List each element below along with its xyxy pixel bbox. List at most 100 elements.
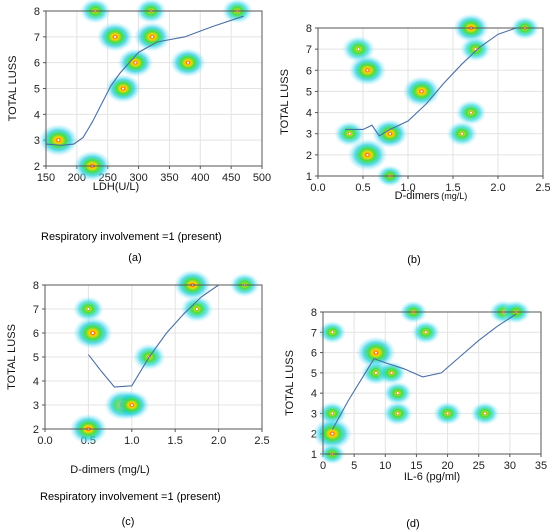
data-point-center	[374, 350, 378, 355]
data-point-center	[195, 307, 199, 311]
data-point-center	[388, 132, 392, 136]
x-tick-label: 20	[441, 460, 453, 472]
data-point-center	[91, 331, 95, 335]
y-tick-label: 5	[306, 86, 312, 98]
data-point-center	[330, 330, 334, 334]
data-point-center	[389, 371, 394, 375]
y-axis-label: TOTAL LUSS	[6, 324, 18, 390]
data-point-center	[86, 307, 91, 311]
x-tick-label: 500	[253, 172, 271, 184]
y-tick-label: 2	[306, 150, 312, 162]
data-point-center	[396, 391, 400, 395]
chart-panel-b: 0.0 0.5 1.0 1.5 2.0 2.5 1 2 3 4 5 6 7 8 TOTAL LUSS D-di…	[275, 0, 550, 266]
y-tick-label: 3	[33, 400, 39, 412]
x-tick-label: 1.0	[124, 435, 139, 447]
y-tick-label: 3	[306, 129, 312, 141]
x-tick-label: 30	[504, 460, 516, 472]
y-tick-label: 7	[311, 327, 317, 339]
x-tick-label: 2.5	[535, 182, 550, 194]
data-point-center	[356, 47, 361, 51]
plot-border	[45, 10, 263, 167]
data-point-center	[130, 403, 134, 407]
x-tick-label: 1.5	[445, 182, 460, 194]
x-tick-label: 0.0	[37, 435, 52, 447]
x-tick-label: 1.5	[168, 435, 183, 447]
y-tick-label: 2	[33, 424, 39, 436]
x-tick-label: 400	[191, 172, 209, 184]
x-axis-unit: (mg/L)	[441, 191, 467, 201]
chart-b-svg: 0.0 0.5 1.0 1.5 2.0 2.5 1 2 3 4 5 6 7 8 TOTAL LUSS D-di…	[279, 13, 550, 202]
y-tick-label: 8	[311, 307, 317, 319]
chart-c-note: Respiratory involvement =1 (present)	[40, 491, 221, 503]
y-tick-label: 4	[311, 388, 317, 400]
plot-border	[317, 27, 544, 177]
y-tick-label: 6	[306, 65, 312, 77]
data-point-center	[460, 132, 464, 136]
data-point-center	[424, 330, 428, 334]
y-tick-label: 1	[306, 171, 312, 183]
data-point-center	[330, 432, 334, 436]
y-axis-label: TOTAL LUSS	[284, 350, 296, 416]
chart-d-caption: (d)	[406, 518, 420, 530]
data-point-center	[347, 132, 352, 136]
x-tick-label: 2.0	[490, 182, 505, 194]
x-tick-label: 0	[320, 460, 326, 472]
y-tick-label: 4	[34, 109, 40, 121]
x-tick-label: 0.0	[310, 182, 325, 194]
data-point-center	[419, 89, 424, 94]
x-tick-label: 1.0	[400, 182, 415, 194]
chart-a-note: Respiratory involvement =1 (present)	[41, 231, 222, 243]
x-tick-label: 10	[379, 460, 391, 472]
data-point-center	[365, 153, 370, 157]
x-axis-label: IL-6 (pg/ml)	[404, 471, 460, 483]
y-tick-label: 1	[311, 449, 317, 461]
data-point-center	[445, 411, 450, 416]
x-tick-label: 450	[222, 172, 240, 184]
y-axis-label: TOTAL LUSS	[279, 69, 291, 135]
y-tick-label: 4	[306, 108, 312, 120]
x-tick-label: 5	[351, 460, 357, 472]
y-tick-label: 3	[311, 408, 317, 420]
fit-line	[87, 284, 219, 388]
x-tick-label: 2.5	[254, 435, 269, 447]
data-point-center	[469, 110, 473, 115]
x-tick-label: 25	[473, 460, 485, 472]
plot-border	[44, 284, 263, 430]
y-tick-label: 3	[34, 135, 40, 147]
y-tick-label: 5	[34, 84, 40, 96]
x-tick-label: 35	[535, 460, 547, 472]
data-point-center	[133, 61, 138, 65]
data-point-center	[483, 411, 487, 416]
data-point-center	[330, 411, 334, 416]
x-axis-label: LDH(U/L)	[93, 181, 139, 193]
y-axis-label: TOTAL LUSS	[7, 56, 19, 122]
x-axis-label: D-dimers (mg/L)	[395, 190, 468, 202]
y-tick-label: 5	[33, 352, 39, 364]
data-point-center	[150, 35, 154, 39]
y-tick-label: 7	[34, 32, 40, 44]
data-point-center	[365, 68, 370, 72]
y-tick-label: 8	[33, 280, 39, 292]
fit-line	[331, 313, 517, 430]
y-tick-label: 6	[311, 348, 317, 360]
fit-line	[45, 15, 244, 146]
y-tick-label: 2	[34, 161, 40, 173]
x-tick-label: 2.0	[211, 435, 226, 447]
chart-panel-a: 150 200 250 300 350 400 450 500 2 3 4 5 6 7 8 TOTAL LUS…	[0, 0, 275, 266]
x-tick-label: 300	[129, 172, 147, 184]
data-point-center	[113, 35, 117, 39]
y-tick-label: 5	[311, 368, 317, 380]
chart-c-caption: (c)	[121, 516, 135, 528]
plot-border	[322, 311, 542, 455]
chart-b-caption: (b)	[407, 254, 421, 266]
y-tick-label: 7	[33, 304, 39, 316]
y-tick-label: 4	[33, 376, 39, 388]
x-axis-label: D-dimers (mg/L)	[70, 464, 149, 476]
data-point-center	[121, 86, 125, 91]
data-point-center	[56, 138, 60, 142]
y-tick-label: 8	[34, 6, 40, 18]
x-tick-label: 0.5	[355, 182, 370, 194]
